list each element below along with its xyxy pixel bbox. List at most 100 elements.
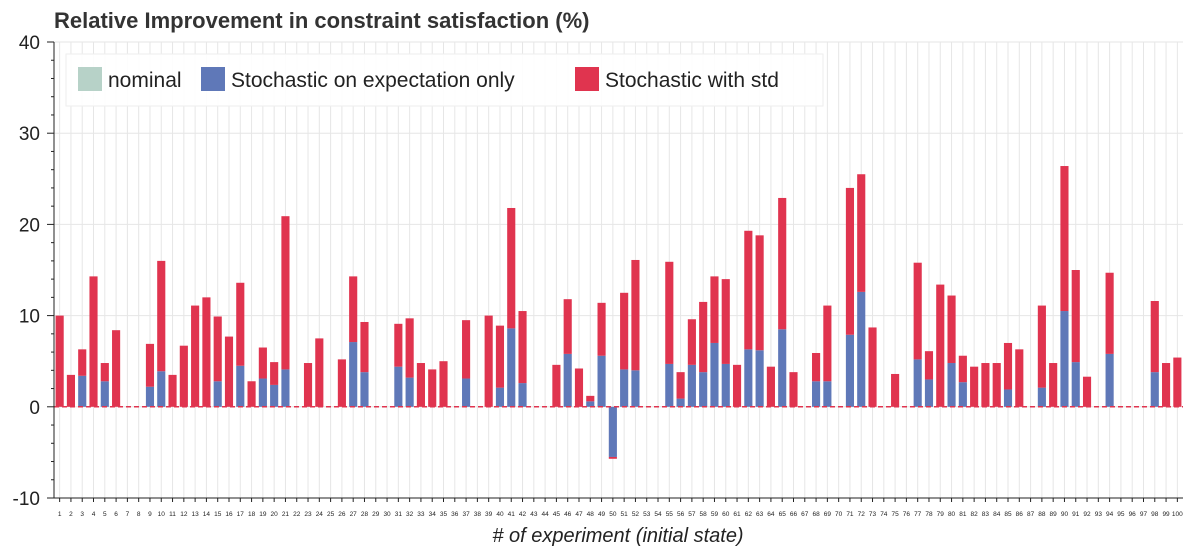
bar-std [518, 311, 527, 384]
bar-expectation [778, 329, 787, 407]
bar-std [213, 316, 222, 382]
bar-std [552, 364, 561, 407]
bar-std [416, 363, 425, 407]
bar-std [303, 363, 313, 407]
x-tick-label: 41 [508, 511, 516, 518]
bar-std [202, 297, 211, 407]
bar-std [981, 363, 990, 407]
x-tick-label: 67 [801, 511, 809, 518]
bar-std [1060, 166, 1069, 312]
bar-std [55, 315, 64, 407]
x-tick-label: 86 [1016, 511, 1024, 518]
bar-expectation [1037, 387, 1046, 407]
x-tick-label: 13 [192, 511, 200, 518]
x-tick-label: 3 [80, 511, 84, 518]
bar-std [676, 372, 685, 399]
bar-std [936, 284, 945, 407]
bar-std [1082, 376, 1092, 407]
x-tick-label: 76 [903, 511, 911, 518]
bar-expectation [676, 398, 685, 407]
bar-expectation [924, 379, 934, 407]
bar-std [597, 302, 606, 356]
bar-expectation [563, 353, 572, 407]
bar-std [744, 230, 753, 350]
bar-expectation [687, 364, 696, 407]
bar-std [247, 381, 256, 407]
x-tick-label: 45 [553, 511, 561, 518]
x-tick-label: 62 [745, 511, 753, 518]
bar-expectation [631, 370, 640, 407]
y-tick-label: -10 [13, 489, 40, 510]
x-tick-label: 46 [564, 511, 572, 518]
bar-expectation [394, 366, 403, 407]
bar-std [270, 362, 279, 385]
bar-expectation [744, 349, 753, 407]
bar-expectation [597, 355, 606, 407]
bar-expectation [258, 378, 267, 407]
bar-std [924, 351, 934, 380]
bar-std [687, 319, 696, 365]
y-tick-label: 0 [29, 398, 40, 419]
legend-label-nominal: nominal [108, 69, 182, 92]
x-tick-label: 60 [722, 511, 730, 518]
x-tick-label: 93 [1095, 511, 1103, 518]
bar-std [507, 207, 516, 329]
x-tick-label: 12 [180, 511, 188, 518]
bars [54, 166, 1183, 459]
bar-std [766, 366, 775, 407]
bar-expectation [1071, 362, 1080, 407]
chart-title: Relative Improvement in constraint satis… [54, 8, 589, 33]
bar-expectation [78, 375, 87, 407]
x-tick-label: 7 [126, 511, 130, 518]
bar-std [281, 216, 290, 370]
x-tick-label: 52 [632, 511, 640, 518]
bar-std [913, 262, 922, 360]
bar-std [1015, 349, 1024, 407]
x-tick-label: 55 [666, 511, 674, 518]
bar-std [78, 349, 87, 376]
bar-std [484, 315, 493, 407]
bar-expectation [755, 350, 764, 407]
x-tick-label: 40 [496, 511, 504, 518]
bar-std [608, 456, 617, 459]
x-tick-label: 63 [756, 511, 764, 518]
x-tick-label: 73 [869, 511, 877, 518]
x-tick-label: 74 [880, 511, 888, 518]
x-tick-label: 75 [891, 511, 899, 518]
bar-expectation [608, 406, 617, 457]
bar-expectation [812, 381, 821, 407]
x-tick-label: 59 [711, 511, 719, 518]
x-tick-label: 49 [598, 511, 606, 518]
x-tick-label: 80 [948, 511, 956, 518]
x-tick-label: 29 [372, 511, 380, 518]
x-tick-label: 18 [248, 511, 256, 518]
x-tick-label: 14 [203, 511, 211, 518]
x-tick-label: 65 [779, 511, 787, 518]
x-tick-label: 96 [1129, 511, 1137, 518]
x-tick-label: 17 [237, 511, 245, 518]
bar-std [315, 338, 324, 407]
x-tick-label: 36 [451, 511, 459, 518]
x-tick-label: 82 [971, 511, 979, 518]
x-tick-label: 1 [58, 511, 62, 518]
x-tick-label: 2 [69, 511, 73, 518]
bar-std [405, 318, 414, 378]
bar-std [1037, 305, 1046, 388]
bar-expectation [236, 365, 245, 407]
x-tick-label: 100 [1172, 511, 1183, 518]
bar-std [812, 352, 821, 382]
bar-std [970, 366, 979, 407]
x-tick-label: 23 [304, 511, 312, 518]
bar-expectation [1003, 389, 1013, 407]
x-tick-label: 98 [1151, 511, 1159, 518]
bar-std [868, 327, 877, 407]
x-tick-label: 90 [1061, 511, 1069, 518]
legend-swatch-expectation [201, 67, 225, 91]
x-tick-label: 31 [395, 511, 403, 518]
bar-std [168, 374, 177, 407]
bar-std [1173, 357, 1182, 407]
x-tick-label: 69 [824, 511, 832, 518]
bar-std [179, 345, 188, 407]
bar-expectation [665, 363, 674, 407]
bar-std [100, 363, 109, 382]
